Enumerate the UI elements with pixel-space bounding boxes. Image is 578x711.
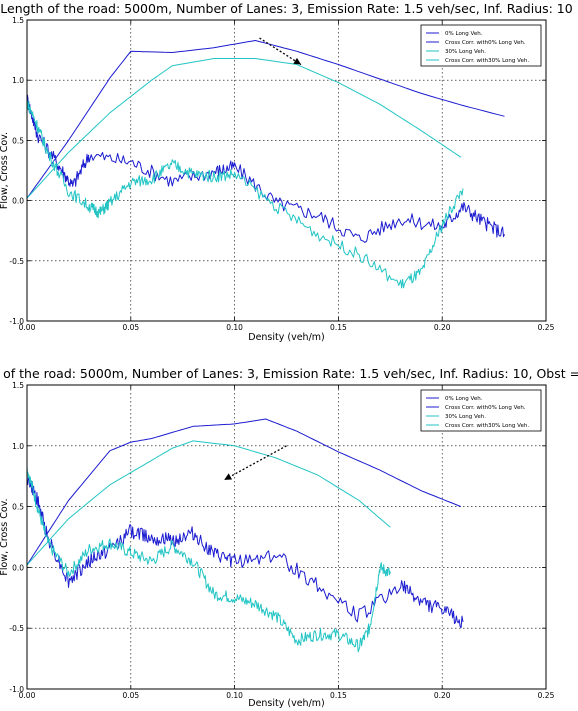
series-line-3 xyxy=(26,466,391,653)
y-axis-label: Flow, Cross Cov. xyxy=(0,498,10,575)
y-tick-label: -0.5 xyxy=(9,257,24,266)
x-tick-label: 0.10 xyxy=(226,323,243,332)
x-tick-label: 0.00 xyxy=(19,691,36,700)
x-tick-label: 0.05 xyxy=(122,691,139,700)
legend-label: 30% Long Veh. xyxy=(445,414,486,420)
y-tick-label: -0.5 xyxy=(9,624,24,633)
legend-box xyxy=(420,389,542,432)
legend-label: 0% Long Veh. xyxy=(445,396,483,402)
x-tick-label: 0.10 xyxy=(226,691,243,700)
y-tick-label: -1.0 xyxy=(9,317,24,326)
series-line-3 xyxy=(26,100,464,289)
y-axis-label: Flow, Cross Cov. xyxy=(0,132,10,209)
series-line-0 xyxy=(26,40,505,199)
legend-box xyxy=(420,24,542,67)
legend-label: 0% Long Veh. xyxy=(445,31,483,37)
series-line-2 xyxy=(26,440,391,566)
x-axis-label: Density (veh/m) xyxy=(248,698,325,709)
legend-label: Cross Corr. with0% Long Veh. xyxy=(445,40,526,46)
y-tick-label: 0.5 xyxy=(12,503,24,512)
legend-label: 30% Long Veh. xyxy=(445,49,486,55)
trend-arrow-shaft xyxy=(223,445,287,481)
x-tick-label: 0.00 xyxy=(19,323,36,332)
x-tick-label: 0.15 xyxy=(330,691,347,700)
plot-frame xyxy=(26,19,547,322)
x-axis-label: Density (veh/m) xyxy=(248,332,325,343)
x-tick-label: 0.05 xyxy=(122,323,139,332)
legend-label: Cross Corr. with0% Long Veh. xyxy=(445,405,526,411)
chart-top: Length of the road: 5000m, Number of Lan… xyxy=(0,1,573,343)
chart-title: Length of the road: 5000m, Number of Lan… xyxy=(0,1,572,16)
y-tick-label: 0.5 xyxy=(12,136,24,145)
legend-label: Cross Corr. with30% Long Veh. xyxy=(445,423,529,429)
x-tick-label: 0.20 xyxy=(434,691,451,700)
legend-label: Cross Corr. with30% Long Veh. xyxy=(445,58,529,64)
y-tick-label: -1.0 xyxy=(9,685,24,694)
y-tick-label: 1.5 xyxy=(12,381,24,390)
trend-arrow-head xyxy=(224,473,233,480)
y-tick-label: 1.5 xyxy=(12,16,24,25)
trend-arrow-shaft xyxy=(259,37,302,66)
x-tick-label: 0.25 xyxy=(538,323,555,332)
y-tick-label: 0.0 xyxy=(12,563,24,572)
plot-frame xyxy=(26,384,547,690)
y-tick-label: 1.0 xyxy=(12,442,24,451)
x-tick-label: 0.15 xyxy=(330,323,347,332)
y-tick-label: 1.0 xyxy=(12,76,24,85)
series-line-0 xyxy=(26,418,462,566)
chart-bottom: Length of the road: 5000m, Number of Lan… xyxy=(0,366,578,709)
x-tick-label: 0.20 xyxy=(434,323,451,332)
series-line-1 xyxy=(26,475,464,629)
trend-arrow-head xyxy=(293,57,302,65)
series-line-2 xyxy=(26,58,462,199)
x-tick-label: 0.25 xyxy=(538,691,555,700)
chart-title: Length of the road: 5000m, Number of Lan… xyxy=(0,366,578,381)
y-tick-label: 0.0 xyxy=(12,197,24,206)
series-line-1 xyxy=(26,94,505,243)
